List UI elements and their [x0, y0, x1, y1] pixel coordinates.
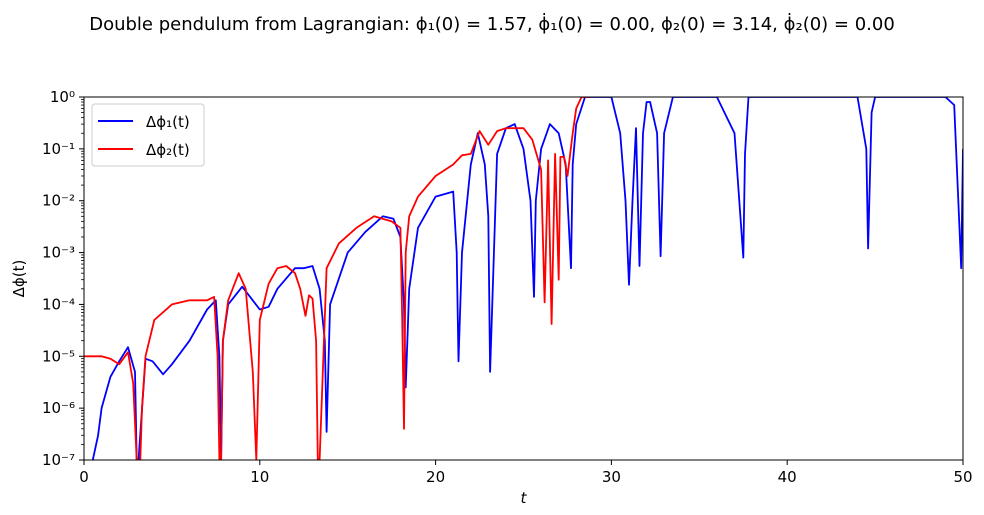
x-tick-label: 20 — [426, 468, 445, 486]
y-axis-label: Δϕ(t) — [10, 260, 28, 298]
x-tick-label: 30 — [602, 468, 621, 486]
y-tick-label: 10⁻³ — [42, 244, 75, 262]
legend-label-series-2: Δϕ₂(t) — [146, 141, 190, 159]
x-tick-label: 50 — [953, 468, 972, 486]
y-tick-label: 10⁻⁷ — [42, 451, 75, 469]
series-line-2 — [84, 97, 591, 460]
axes-layer: 0 10 20 30 40 50 10⁻⁷ 10⁻⁶ 10⁻⁵ 10⁻⁴ 10⁻³ 10⁻² 10⁻¹ 1… — [42, 88, 973, 486]
y-tick-label: 10⁻¹ — [42, 140, 75, 158]
series-layer — [84, 97, 963, 460]
y-tick-label: 10⁻⁴ — [42, 295, 75, 313]
legend-box — [91, 103, 205, 167]
legend-label-series-1: Δϕ₁(t) — [146, 113, 190, 131]
chart-title: Double pendulum from Lagrangian: ϕ₁(0) =… — [89, 14, 895, 35]
x-axis-label: t — [521, 489, 528, 507]
series-line-1 — [91, 97, 963, 460]
y-tick-label: 10⁻⁶ — [42, 399, 75, 417]
y-tick-label: 10⁻² — [42, 192, 75, 210]
x-tick-label: 0 — [79, 468, 89, 486]
x-tick-label: 40 — [778, 468, 797, 486]
y-tick-label: 10⁰ — [50, 88, 75, 106]
x-tick-label: 10 — [250, 468, 269, 486]
legend: Δϕ₁(t) Δϕ₂(t) — [91, 103, 205, 167]
y-tick-label: 10⁻⁵ — [42, 347, 75, 365]
plot-frame — [83, 96, 964, 461]
